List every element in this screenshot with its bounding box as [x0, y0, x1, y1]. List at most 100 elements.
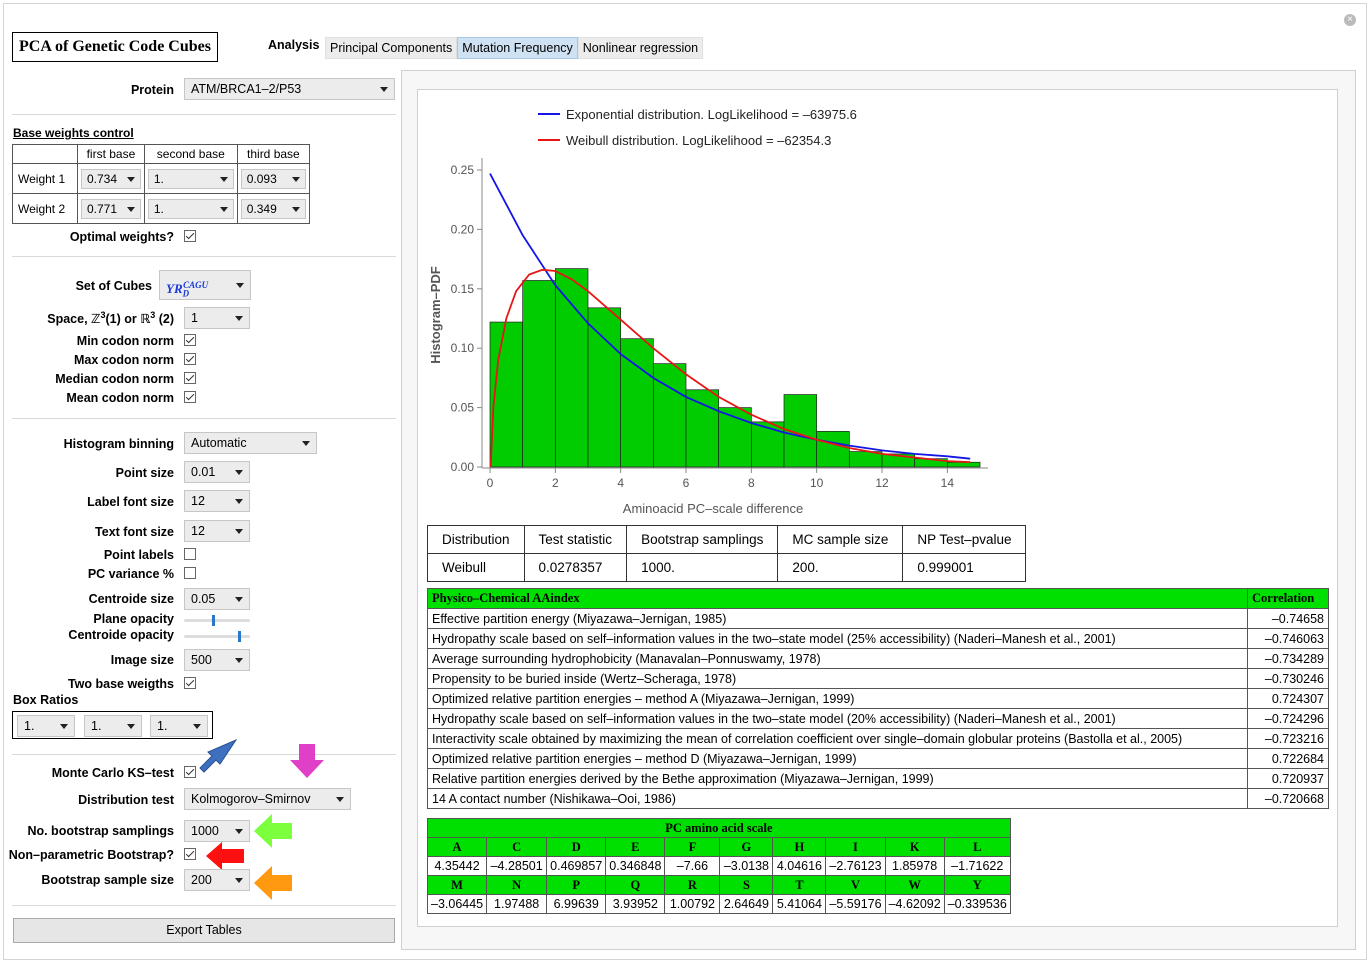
aaindex-name-cell: Optimized relative partition energies – … — [427, 748, 1248, 769]
point-labels-label: Point labels — [103, 548, 174, 562]
two-base-weights-checkbox[interactable] — [184, 677, 196, 689]
aaindex-name-cell: Propensity to be buried inside (Wertz–Sc… — [427, 668, 1248, 689]
table-row: Interactivity scale obtained by maximizi… — [427, 728, 1329, 749]
correlation-cell: –0.720668 — [1247, 788, 1329, 809]
chevron-down-icon — [336, 797, 344, 802]
table-cell: 200. — [777, 553, 904, 582]
amino-acid-letter: A — [426, 837, 488, 857]
divider — [12, 905, 396, 906]
plane-opacity-slider[interactable] — [184, 615, 250, 626]
tab-mutation-frequency[interactable]: Mutation Frequency — [457, 37, 578, 59]
protein-dropdown[interactable]: ATM/BRCA1–2/P53 — [184, 78, 395, 100]
slider-thumb[interactable] — [212, 615, 216, 626]
space-label-post: (2) — [155, 312, 174, 327]
analysis-tabs: Principal Components Mutation Frequency … — [325, 37, 704, 59]
table-cell: Weibull — [427, 553, 525, 582]
y-tick-label: 0.05 — [451, 401, 475, 415]
label-font-size-dropdown[interactable]: 12 — [184, 490, 250, 512]
bootstrap-samplings-dropdown[interactable]: 1000 — [184, 820, 250, 842]
set-of-cubes-label: Set of Cubes — [75, 279, 152, 293]
tab-principal-components[interactable]: Principal Components — [325, 37, 458, 59]
row-label: Weight 2 — [12, 193, 78, 224]
amino-acid-letter: H — [772, 837, 827, 857]
box-ratio-z-dropdown[interactable]: 1. — [150, 715, 208, 737]
slider-thumb[interactable] — [237, 631, 241, 642]
space-z: ℤ — [91, 312, 101, 327]
weight2-third-dropdown[interactable]: 0.349 — [240, 198, 306, 219]
row-label: Weight 1 — [12, 163, 78, 194]
chevron-down-icon — [60, 724, 68, 729]
amino-acid-letter: E — [605, 837, 666, 857]
magenta-arrow-icon — [290, 744, 324, 778]
export-tables-button[interactable]: Export Tables — [13, 918, 395, 943]
distribution-test-label: Distribution test — [78, 793, 174, 807]
table-row: Optimized relative partition energies – … — [427, 688, 1329, 709]
weight1-first-dropdown[interactable]: 0.734 — [81, 168, 141, 189]
min-codon-norm-checkbox[interactable] — [184, 334, 196, 346]
dropdown-value: 0.734 — [87, 171, 118, 186]
dropdown-value: 12 — [191, 494, 205, 508]
pc-value: 6.99639 — [546, 894, 607, 914]
dropdown-value: 12 — [191, 524, 205, 538]
dropdown-value: Automatic — [191, 436, 247, 450]
centroide-size-dropdown[interactable]: 0.05 — [184, 588, 250, 610]
aaindex-correlation-table: Physico–Chemical AAindex Correlation Eff… — [427, 588, 1329, 809]
close-icon[interactable]: × — [1344, 14, 1356, 26]
bootstrap-sample-size-dropdown[interactable]: 200 — [184, 869, 250, 891]
image-size-dropdown[interactable]: 500 — [184, 649, 250, 671]
correlation-cell: 0.722684 — [1247, 748, 1329, 769]
dropdown-value: 500 — [191, 653, 212, 667]
pc-value: 1.85978 — [884, 856, 945, 876]
histogram-bar — [946, 461, 981, 468]
median-codon-norm-label: Median codon norm — [55, 372, 174, 386]
box-ratios-group: 1. 1. 1. — [12, 711, 213, 739]
centroide-opacity-slider[interactable] — [184, 631, 250, 642]
set-of-cubes-dropdown[interactable]: YRDCAGU — [159, 270, 251, 300]
max-codon-norm-checkbox[interactable] — [184, 353, 196, 365]
amino-acid-letter: K — [884, 837, 945, 857]
weight2-second-dropdown[interactable]: 1. — [147, 198, 234, 219]
table-row: Relative partition energies derived by t… — [427, 768, 1329, 789]
aaindex-name-cell: 14 A contact number (Nishikawa–Ooi, 1986… — [427, 788, 1248, 809]
median-codon-norm-checkbox[interactable] — [184, 372, 196, 384]
optimal-weights-label: Optimal weights? — [69, 230, 174, 244]
histogram-bar — [685, 389, 720, 468]
space-dropdown[interactable]: 1 — [184, 307, 250, 329]
pc-value: –5.59176 — [825, 894, 886, 914]
point-size-dropdown[interactable]: 0.01 — [184, 461, 250, 483]
space-exp: 3 — [150, 310, 156, 320]
centroide-opacity-label: Centroide opacity — [68, 628, 174, 642]
aaindex-name-cell: Average surrounding hydrophobicity (Mana… — [427, 648, 1248, 669]
pc-variance-checkbox[interactable] — [184, 567, 196, 579]
mean-codon-norm-checkbox[interactable] — [184, 391, 196, 403]
text-font-size-dropdown[interactable]: 12 — [184, 520, 250, 542]
divider — [12, 418, 396, 419]
exponential-curve — [489, 173, 971, 460]
point-labels-checkbox[interactable] — [184, 548, 196, 560]
min-codon-norm-label: Min codon norm — [76, 334, 174, 348]
optimal-weights-checkbox[interactable] — [184, 230, 196, 242]
weight2-first-dropdown[interactable]: 0.771 — [81, 198, 141, 219]
weight1-third-dropdown[interactable]: 0.093 — [240, 168, 306, 189]
monte-carlo-checkbox[interactable] — [184, 766, 196, 778]
weight1-second-dropdown[interactable]: 1. — [147, 168, 234, 189]
box-ratio-y-dropdown[interactable]: 1. — [84, 715, 142, 737]
histogram-bar — [620, 338, 654, 468]
column-header: Bootstrap samplings — [626, 525, 779, 554]
base-weights-table: first base second base third base Weight… — [12, 144, 311, 224]
cube-sub: D — [182, 288, 190, 299]
pc-value: –0.339536 — [943, 894, 1011, 914]
histogram-binning-dropdown[interactable]: Automatic — [184, 432, 317, 454]
amino-acid-letter: S — [719, 875, 774, 895]
pc-value: –7.66 — [664, 856, 721, 876]
column-header: second base — [143, 144, 238, 164]
pc-value: 4.04616 — [772, 856, 827, 876]
correlation-cell: –0.74658 — [1247, 608, 1329, 629]
chevron-down-icon — [126, 206, 135, 212]
distribution-test-dropdown[interactable]: Kolmogorov–Smirnov — [184, 788, 351, 810]
box-ratio-x-dropdown[interactable]: 1. — [17, 715, 75, 737]
tab-nonlinear-regression[interactable]: Nonlinear regression — [577, 37, 704, 59]
aaindex-name-cell: Optimized relative partition energies – … — [427, 688, 1248, 709]
nonparam-bootstrap-checkbox[interactable] — [184, 848, 196, 860]
dropdown-value: 1. — [153, 171, 164, 186]
